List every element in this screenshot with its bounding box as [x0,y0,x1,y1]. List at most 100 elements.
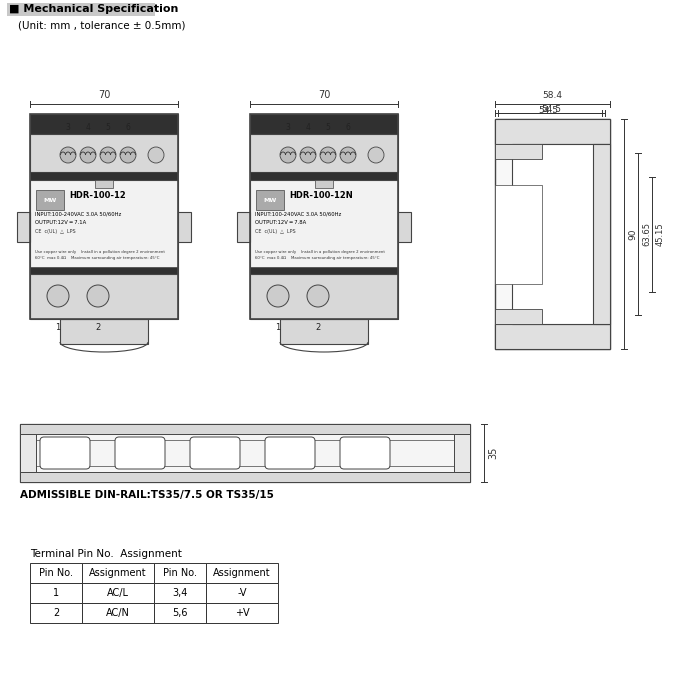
Bar [250,274,398,319]
Circle shape [148,147,164,163]
Text: Pin No.: Pin No. [39,568,73,578]
Text: 63.65: 63.65 [642,222,651,246]
Bar [206,563,278,583]
Text: Pin No.: Pin No. [163,568,197,578]
Text: OUTPUT:12V ═ 7.1A: OUTPUT:12V ═ 7.1A [35,220,86,225]
Bar [82,603,154,623]
Text: 58.4: 58.4 [542,91,563,100]
Circle shape [120,147,136,163]
Bar [30,274,178,319]
Bar [30,114,178,134]
FancyBboxPatch shape [40,437,90,469]
Text: 45.15: 45.15 [656,223,665,246]
Bar [178,212,191,242]
Circle shape [340,147,356,163]
Bar [495,119,610,349]
Bar [17,212,30,242]
Bar [250,114,398,319]
Bar [30,134,178,172]
Circle shape [80,147,96,163]
Bar [256,190,284,210]
Text: 6: 6 [346,123,351,132]
Bar [250,267,398,274]
Bar [154,563,206,583]
Text: 70: 70 [98,90,110,100]
Text: INPUT:100-240VAC 3.0A 50/60Hz: INPUT:100-240VAC 3.0A 50/60Hz [255,212,342,217]
Text: ■ Mechanical Specification: ■ Mechanical Specification [9,5,178,14]
Text: 70: 70 [318,90,330,100]
Circle shape [60,147,76,163]
Text: AC/L: AC/L [107,588,129,598]
Circle shape [100,147,116,163]
FancyBboxPatch shape [265,437,315,469]
Text: 5: 5 [326,123,330,132]
Bar [20,434,36,472]
Text: INPUT:100-240VAC 3.0A 50/60Hz: INPUT:100-240VAC 3.0A 50/60Hz [35,212,121,217]
Text: 3: 3 [66,123,71,132]
Text: 5: 5 [106,123,111,132]
Text: 60°C  max 0.4Ω    Maximum surrounding air temperature: 45°C: 60°C max 0.4Ω Maximum surrounding air te… [255,256,379,260]
FancyBboxPatch shape [115,437,165,469]
Bar [250,180,398,274]
Bar [495,324,610,349]
Text: AC/N: AC/N [106,608,130,618]
Text: 54.5: 54.5 [538,106,559,115]
Circle shape [368,147,384,163]
Bar [593,144,610,324]
Bar [7,3,155,16]
Bar [30,603,82,623]
Text: 54.5: 54.5 [542,105,561,114]
Bar [154,583,206,603]
Bar [206,603,278,623]
Polygon shape [60,319,148,344]
Text: 5,6: 5,6 [172,608,188,618]
Text: -V: -V [237,588,246,598]
Text: OUTPUT:12V ═ 7.8A: OUTPUT:12V ═ 7.8A [255,220,307,225]
Bar [495,185,542,284]
Text: MW: MW [43,198,57,202]
Bar [20,424,470,482]
Bar [30,583,82,603]
Text: CE  c(UL)  △  LPS: CE c(UL) △ LPS [35,230,76,234]
Bar [495,309,542,324]
Text: 1: 1 [275,323,281,332]
Bar [30,180,178,274]
Text: 90: 90 [628,228,637,240]
Polygon shape [280,319,368,344]
Text: 4: 4 [85,123,90,132]
Text: 3: 3 [286,123,290,132]
Text: Assignment: Assignment [214,568,271,578]
Text: Use copper wire only    Install in a pollution degree 2 environment: Use copper wire only Install in a pollut… [35,250,165,254]
FancyBboxPatch shape [190,437,240,469]
Text: HDR-100-12: HDR-100-12 [69,191,126,200]
Text: 35: 35 [488,447,498,459]
Circle shape [47,285,69,307]
Circle shape [307,285,329,307]
Text: 1: 1 [53,588,59,598]
Bar [20,424,470,434]
Bar [82,563,154,583]
Text: 6: 6 [125,123,130,132]
FancyBboxPatch shape [340,437,390,469]
Bar [30,563,82,583]
Text: 4: 4 [306,123,310,132]
Bar [30,267,178,274]
Text: 2: 2 [316,323,321,332]
Circle shape [267,285,289,307]
Bar [512,144,610,324]
Text: 2: 2 [53,608,59,618]
Bar [30,114,178,319]
Bar [36,190,64,210]
Bar [315,180,333,188]
Circle shape [87,285,109,307]
Circle shape [280,147,296,163]
Bar [398,212,411,242]
Text: Terminal Pin No.  Assignment: Terminal Pin No. Assignment [30,549,182,559]
Bar [250,134,398,172]
Bar [82,583,154,603]
Text: 2: 2 [95,323,101,332]
Text: 3,4: 3,4 [172,588,188,598]
Bar [250,114,398,134]
Text: CE  c(UL)  △  LPS: CE c(UL) △ LPS [255,230,295,234]
Text: MW: MW [263,198,276,202]
